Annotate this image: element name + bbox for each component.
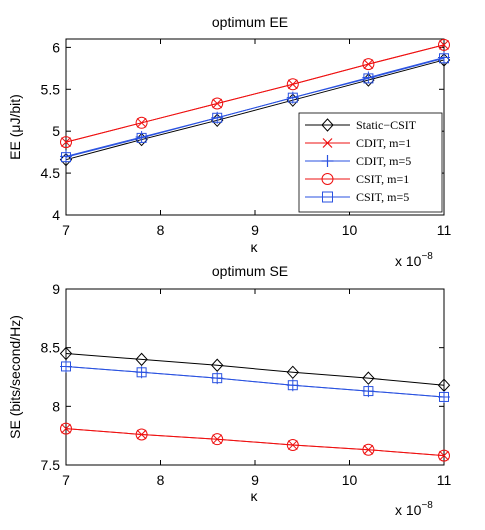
data-point-diamond-s0-p3: [286, 365, 299, 380]
data-point-square-s4-p3: [287, 92, 298, 103]
x-tick-label: 10: [342, 222, 358, 238]
y-tick-label: 4: [52, 207, 60, 223]
legend-entry-cdit-m5: CDIT, m=5: [305, 154, 411, 168]
x-axis-label: κ: [251, 488, 259, 504]
data-point-circle-s3-p2: [211, 97, 224, 110]
plot-area: [65, 288, 445, 466]
plus-marker-icon: [321, 155, 334, 167]
diamond-marker-icon: [321, 118, 334, 132]
chart-title: optimum SE: [212, 263, 288, 279]
legend-label: Static−CSIT: [356, 118, 417, 132]
series-line-0: [65, 353, 445, 386]
series-line-3: [65, 44, 445, 143]
series-layer: [59, 38, 451, 167]
data-point-circle-s3-p4: [362, 58, 375, 71]
data-point-square-s4-p1: [136, 132, 147, 143]
x-multiplier-exponent: −8: [421, 500, 433, 511]
series-line-4: [65, 365, 445, 398]
data-point-circle-s3-p3: [286, 439, 299, 452]
legend-entry-csit-m5: CSIT, m=5: [305, 190, 409, 204]
data-point-square-s4-p0: [61, 152, 71, 163]
data-point-square-s4-p0: [61, 361, 71, 372]
x-tick-label: 9: [251, 222, 259, 238]
data-point-circle-s3-p0: [60, 136, 72, 149]
y-tick-label: 4.5: [41, 165, 61, 181]
data-point-circle-s3-p5: [438, 38, 450, 51]
data-point-square-s4-p2: [212, 112, 223, 123]
data-point-x-s1-p5: [439, 450, 449, 461]
data-point-square-s4-p1: [136, 367, 147, 378]
x-tick-label: 11: [437, 472, 452, 488]
data-point-diamond-s0-p0: [59, 346, 73, 361]
data-point-square-s4-p2: [212, 373, 223, 384]
series-line-4: [65, 57, 445, 158]
y-tick-label: 7.5: [41, 457, 61, 473]
x-tick-label: 9: [251, 472, 259, 488]
data-point-circle-s3-p2: [211, 433, 224, 446]
square-marker-icon: [322, 191, 333, 203]
y-tick-label: 8.5: [41, 340, 61, 356]
data-point-square-s4-p4: [363, 73, 374, 84]
x-tick-label: 11: [437, 222, 452, 238]
legend-label: CDIT, m=5: [356, 154, 411, 168]
data-point-circle-s3-p0: [60, 422, 72, 435]
y-tick-label: 9: [52, 281, 60, 297]
circle-marker-icon: [321, 173, 334, 185]
data-point-diamond-s0-p1: [135, 352, 148, 367]
data-point-circle-s3-p4: [362, 443, 375, 456]
y-axis-label: SE (bits/second/Hz): [7, 315, 23, 439]
x-tick-label: 7: [62, 472, 70, 488]
data-point-diamond-s0-p4: [362, 371, 375, 385]
x-marker-icon: [322, 138, 333, 148]
legend-entry-static-csit: Static−CSIT: [305, 118, 417, 132]
legend: Static−CSIT CDIT, m=1 CDIT, m=5 CSIT, m=…: [298, 112, 443, 213]
legend-label: CDIT, m=1: [356, 136, 411, 150]
x-axis-label: κ: [251, 239, 259, 255]
x-tick-label: 8: [157, 472, 165, 488]
x-multiplier-label: x 10−8: [395, 251, 433, 269]
data-point-circle-s3-p5: [438, 449, 450, 462]
y-tick-label: 5: [52, 123, 60, 139]
y-tick-label: 5.5: [41, 81, 61, 97]
legend-label: CSIT, m=1: [356, 172, 409, 186]
chart-optimum-se: optimum SE 7 8 9 10 11 7.5 8 8.5 9 SE (bits/seco…: [7, 263, 451, 518]
legend-entry-cdit-m1: CDIT, m=1: [305, 136, 411, 150]
data-point-square-s4-p4: [363, 386, 374, 397]
x-tick-label: 7: [62, 222, 70, 238]
series-line-0: [65, 59, 445, 161]
x-multiplier-label: x 10−8: [395, 500, 433, 518]
x-tick-label: 8: [157, 222, 165, 238]
y-tick-label: 6: [52, 39, 60, 55]
axis-ticks: 7 8 9 10 11 7.5 8 8.5 9: [41, 281, 452, 488]
data-point-x-s1-p0: [61, 423, 71, 434]
data-point-square-s4-p5: [439, 53, 449, 64]
x-tick-label: 10: [342, 472, 358, 488]
data-point-diamond-s0-p2: [211, 358, 224, 373]
legend-label: CSIT, m=5: [356, 190, 409, 204]
y-tick-label: 8: [52, 398, 60, 414]
y-axis-label: EE (μJ/bit): [7, 94, 23, 160]
data-point-diamond-s0-p0: [59, 152, 73, 167]
data-point-square-s4-p3: [287, 380, 298, 391]
data-point-circle-s3-p3: [286, 78, 299, 91]
series-line-3: [65, 428, 445, 457]
data-point-square-s4-p5: [439, 391, 449, 402]
data-point-x-s1-p5: [439, 40, 449, 50]
x-multiplier-exponent: −8: [421, 251, 433, 262]
data-point-circle-s3-p1: [135, 428, 148, 441]
data-point-circle-s3-p1: [135, 116, 148, 129]
chart-title: optimum EE: [212, 14, 288, 30]
series-layer: [59, 346, 451, 462]
legend-entry-csit-m1: CSIT, m=1: [305, 172, 409, 186]
